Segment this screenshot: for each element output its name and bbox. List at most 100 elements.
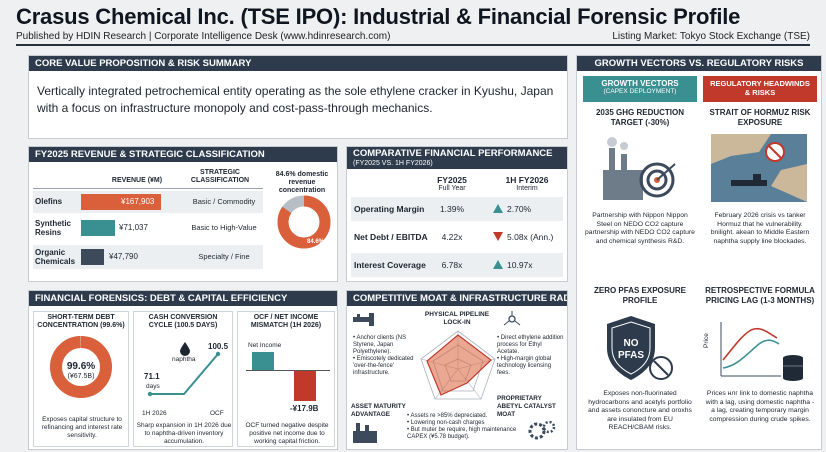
left-bullet: • Emiscotely dedicated 'over-the-fence' … xyxy=(353,356,414,376)
trend-down-icon xyxy=(493,232,503,241)
debt-note: Exposes capital structure to refinancing… xyxy=(41,416,123,439)
revenue-segment-name: Synthetic Resins xyxy=(35,219,72,237)
risk-title: REGULATORY HEADWINDS & RISKS xyxy=(710,79,810,97)
ghg-target-title: 2035 GHG REDUCTION TARGET (-30%) xyxy=(595,108,685,127)
publisher-line: Published by HDIN Research | Corporate I… xyxy=(16,31,391,42)
debt-value: 99.6% xyxy=(67,361,95,372)
hormuz-map-image xyxy=(711,134,807,202)
naphtha-drop-icon xyxy=(180,342,190,356)
header-divider xyxy=(16,44,810,46)
right-bullets: • Direct ethylene addition process for E… xyxy=(497,335,565,377)
revenue-bar xyxy=(81,249,104,265)
net-income-bar xyxy=(252,352,274,370)
performance-heading: COMPARATIVE FINANCIAL PERFORMANCE (FY202… xyxy=(347,147,567,169)
radar-axis-left: ASSET MATURITY ADVANTAGE xyxy=(351,403,406,418)
performance-col2-header: 1H FY2026 xyxy=(505,175,549,185)
growth-subtitle: (CAPEX DEPLOYMENT) xyxy=(603,88,677,95)
pricing-lag-title: RETROSPECTIVE FORMULA PRICING LAG (1-3 M… xyxy=(705,286,815,305)
domestic-revenue-donut: 84.6% xyxy=(277,195,331,249)
revenue-segment-name: Olefins xyxy=(35,197,63,206)
ocf-card: OCF / NET INCOME MISMATCH (1H 2026) Net … xyxy=(237,311,335,447)
performance-metric: Net Debt / EBITDA xyxy=(354,232,428,242)
molecule-icon xyxy=(503,311,521,326)
bottom-bullets: • Assets re >85% depreciated. • Lowering… xyxy=(407,413,519,441)
listing-market: Listing Market: Tokyo Stock Exchange (TS… xyxy=(612,31,810,42)
domestic-donut-value: 84.6% xyxy=(307,239,325,245)
ocf-note: OCF turned negative despite positive net… xyxy=(245,422,329,445)
factory-icon xyxy=(353,423,377,443)
ocf-bar xyxy=(294,371,316,401)
core-value-heading: CORE VALUE PROPOSITION & RISK SUMMARY xyxy=(29,56,567,71)
vectors-panel: GROWTH VECTORS VS. REGULATORY RISKS GROW… xyxy=(576,55,822,450)
ccc-end-value: 100.5 xyxy=(208,342,229,351)
bottom-bullet: • Lowering non-cash charges xyxy=(407,420,485,426)
performance-col1-sub: Full Year xyxy=(438,185,466,192)
revenue-segment-name: Organic Chemicals xyxy=(35,248,76,266)
performance-row: Interest Coverage 6.78x 10.97x xyxy=(351,253,563,277)
left-bullet: • Anchor clients (NS Styrene, Japan Poly… xyxy=(353,335,407,355)
performance-value-fy2025: 6.78x xyxy=(441,260,463,270)
core-value-panel: CORE VALUE PROPOSITION & RISK SUMMARY Ve… xyxy=(28,55,568,139)
revenue-bar xyxy=(81,220,115,236)
ocf-card-title: OCF / NET INCOME MISMATCH (1H 2026) xyxy=(250,314,322,329)
revenue-value: ¥71,037 xyxy=(119,223,148,232)
radar-axis-top: PHYSICAL PIPELINE LOCK-IN xyxy=(424,311,490,326)
forensics-panel: FINANCIAL FORENSICS: DEBT & CAPITAL EFFI… xyxy=(28,290,338,450)
pricing-lag-chart xyxy=(720,322,803,381)
hormuz-risk-title: STRAIT OF HORMUZ RISK EXPOSURE xyxy=(709,108,811,127)
revenue-value: ¥167,903 xyxy=(121,197,155,206)
pfas-title: ZERO PFAS EXPOSURE PROFILE xyxy=(593,286,687,305)
core-value-text: Vertically integrated petrochemical enti… xyxy=(37,84,554,115)
ccc-card: CASH CONVERSION CYCLE (100.5 DAYS) napht… xyxy=(133,311,233,447)
ccc-note: Sharp expansion in 1H 2026 due to naphth… xyxy=(136,422,232,445)
naphtha-label: naphtha xyxy=(172,356,196,363)
revenue-row: Olefins ¥167,903 Basic / Commodity xyxy=(33,191,263,213)
domestic-donut-label: 84.6% domestic revenue concentration xyxy=(275,171,329,194)
performance-panel: COMPARATIVE FINANCIAL PERFORMANCE (FY202… xyxy=(346,146,568,282)
revenue-row: Organic Chemicals ¥47,790 Specialty / Fi… xyxy=(33,245,263,269)
right-bullet: • High-margin global technology licensin… xyxy=(497,356,552,376)
debt-card: SHORT-TERM DEBT CONCENTRATION (99.6%) 99… xyxy=(33,311,129,447)
revenue-divider xyxy=(33,188,263,189)
ccc-line-chart xyxy=(147,351,221,397)
price-axis-label: Price xyxy=(703,333,710,348)
pfas-badge-no: NO xyxy=(624,338,639,349)
performance-value-1h2026: 10.97x xyxy=(507,260,533,270)
trend-up-icon xyxy=(493,260,503,269)
ccc-start-value: 71.1 xyxy=(144,372,160,381)
pfas-badge-pfas: PFAS xyxy=(618,350,644,361)
pricing-lag-text: Prices нлг link to domestic naphtha with… xyxy=(705,390,815,423)
pfas-text: Exposes non-fluorinated hydrocarbons and… xyxy=(588,390,692,431)
net-income-label: Net Income xyxy=(248,342,282,349)
classification-column-header: STRATEGIC CLASSIFICATION xyxy=(190,169,250,184)
revenue-panel: FY2025 REVENUE & STRATEGIC CLASSIFICATIO… xyxy=(28,146,338,282)
vectors-heading: GROWTH VECTORS VS. REGULATORY RISKS xyxy=(577,56,821,71)
growth-column-header: GROWTH VECTORS (CAPEX DEPLOYMENT) xyxy=(583,76,697,102)
forensics-heading: FINANCIAL FORENSICS: DEBT & CAPITAL EFFI… xyxy=(29,291,337,306)
ccc-days-label: days xyxy=(146,383,160,390)
trend-up-icon xyxy=(493,204,503,213)
performance-metric: Interest Coverage xyxy=(354,260,426,270)
right-bullet: • Direct ethylene addition process for E… xyxy=(497,335,564,355)
tanker-blocked-icon xyxy=(711,134,807,202)
ccc-x-label-start: 1H 2026 xyxy=(142,410,167,417)
performance-metric: Operating Margin xyxy=(354,204,425,214)
factory-target-icon xyxy=(603,137,676,200)
ocf-value: -¥17.9B xyxy=(290,404,319,413)
revenue-value: ¥47,790 xyxy=(109,252,138,261)
risk-column-header: REGULATORY HEADWINDS & RISKS xyxy=(703,76,817,102)
hormuz-risk-text: February 2026 crisis vs tanker Hormuz th… xyxy=(710,212,810,245)
moat-radar-chart xyxy=(420,330,496,400)
short-term-debt-donut: 99.6% (¥67.5B) xyxy=(50,336,112,398)
growth-title: GROWTH VECTORS xyxy=(601,79,679,88)
debt-card-title: SHORT-TERM DEBT CONCENTRATION (99.6%) xyxy=(37,314,125,329)
performance-col2-sub: Interim xyxy=(516,185,538,192)
revenue-classification: Basic to High-Value xyxy=(191,223,257,232)
revenue-classification: Basic / Commodity xyxy=(192,197,256,206)
radar-axis-right: PROPRIETARY ABETYL CATALYST MOAT xyxy=(497,395,556,418)
performance-row: Operating Margin 1.39% 2.70% xyxy=(351,197,563,221)
page-title: Crasus Chemical Inc. (TSE IPO): Industri… xyxy=(16,4,741,29)
revenue-column-header: REVENUE (¥M) xyxy=(111,177,163,184)
performance-row: Net Debt / EBITDA 4.22x 5.08x (Ann.) xyxy=(351,225,563,249)
